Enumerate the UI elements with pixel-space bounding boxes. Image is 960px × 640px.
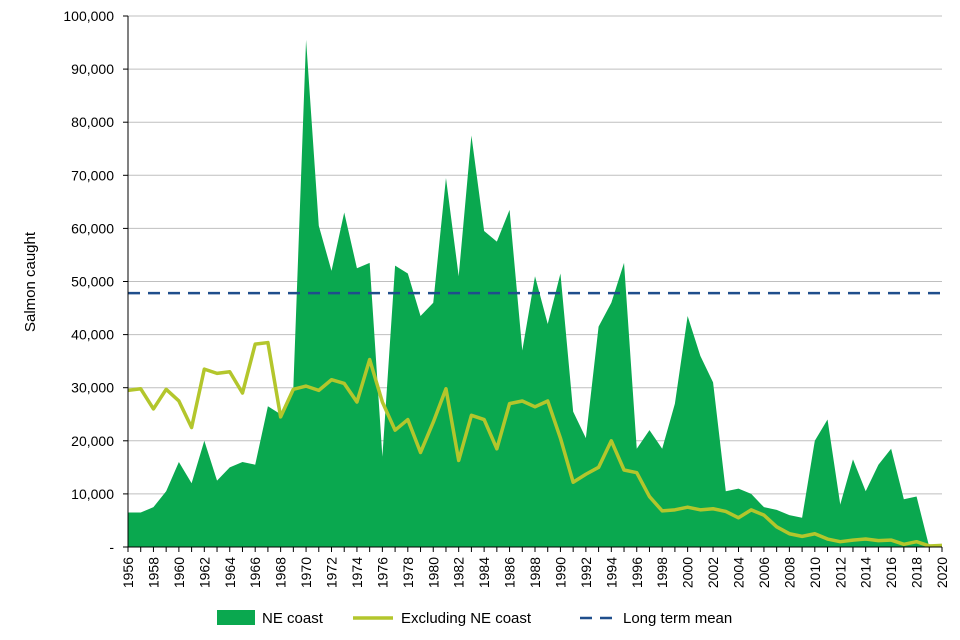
x-tick-label: 1972 [324, 557, 340, 588]
x-tick-label: 1996 [629, 557, 645, 588]
y-tick-label: 30,000 [71, 380, 114, 396]
excluding-ne-coast-line [127, 340, 943, 548]
x-tick-label: 2004 [731, 557, 747, 588]
x-tick-label: 2006 [756, 557, 772, 588]
x-tick-label: 1982 [451, 557, 467, 588]
legend-label-mean: Long term mean [623, 610, 732, 627]
x-tick-label: 2010 [807, 557, 823, 588]
x-tick-label: 1994 [603, 557, 619, 588]
x-tick-label: 1976 [374, 557, 390, 588]
x-tick-label: 2000 [680, 557, 696, 588]
y-tick-label: 50,000 [71, 274, 114, 290]
axes [123, 15, 943, 552]
y-tick-label: 10,000 [71, 486, 114, 502]
y-tick-label: 70,000 [71, 167, 114, 183]
legend: NE coast Excluding NE coast Long term mean [217, 610, 732, 627]
line-layer [127, 291, 943, 548]
y-tick-label: 60,000 [71, 220, 114, 236]
x-tick-labels: 1956 1958 1960 1962 1964 1966 1968 1970 1972 1974… [120, 557, 950, 588]
x-tick-label: 2016 [883, 557, 899, 588]
x-tick-label: 2020 [934, 557, 950, 588]
x-tick-label: 2002 [705, 557, 721, 588]
y-tick-label: 20,000 [71, 433, 114, 449]
y-tick-label: 40,000 [71, 327, 114, 343]
x-tick-label: 2018 [909, 557, 925, 588]
x-tick-label: 1998 [654, 557, 670, 588]
x-tick-label: 2014 [858, 557, 874, 588]
y-tick-label: 90,000 [71, 61, 114, 77]
legend-swatch-ne-coast [217, 610, 255, 625]
y-tick-labels: - 10,000 20,000 30,000 40,000 50,000 60,000 70,… [63, 8, 114, 555]
y-tick-label: - [109, 539, 114, 555]
x-tick-label: 1980 [425, 557, 441, 588]
x-tick-label: 1964 [222, 557, 238, 588]
x-tick-label: 1966 [247, 557, 263, 588]
x-tick-label: 1986 [502, 557, 518, 588]
x-tick-label: 1958 [145, 557, 161, 588]
x-tick-label: 1970 [298, 557, 314, 588]
x-tick-label: 1988 [527, 557, 543, 588]
x-tick-label: 1960 [171, 557, 187, 588]
x-tick-label: 1974 [349, 557, 365, 588]
x-tick-label: 1992 [578, 557, 594, 588]
x-tick-label: 1968 [273, 557, 289, 588]
x-tick-label: 1978 [400, 557, 416, 588]
x-tick-label: 1962 [196, 557, 212, 588]
x-tick-label: 1984 [476, 557, 492, 588]
y-tick-label: 100,000 [63, 8, 114, 24]
x-tick-label: 2012 [832, 557, 848, 588]
legend-label-ne-coast: NE coast [262, 610, 324, 627]
legend-label-excluding: Excluding NE coast [401, 610, 532, 627]
x-tick-label: 1956 [120, 557, 136, 588]
y-tick-label: 80,000 [71, 114, 114, 130]
x-tick-label: 1990 [552, 557, 568, 588]
y-axis-title: Salmon caught [22, 231, 39, 332]
x-tick-label: 2008 [781, 557, 797, 588]
